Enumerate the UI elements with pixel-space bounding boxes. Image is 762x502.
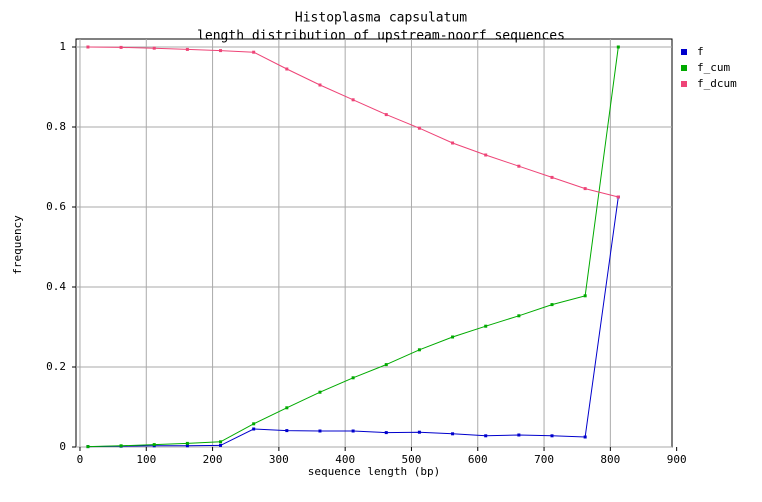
point bbox=[451, 432, 455, 436]
point bbox=[219, 49, 223, 53]
point bbox=[583, 187, 587, 191]
point bbox=[152, 443, 156, 447]
point bbox=[616, 45, 620, 49]
point bbox=[417, 126, 421, 130]
point bbox=[219, 443, 223, 447]
point bbox=[318, 429, 322, 433]
point bbox=[550, 434, 554, 438]
point bbox=[484, 434, 488, 438]
point bbox=[119, 444, 123, 448]
point bbox=[285, 67, 289, 71]
point bbox=[252, 427, 256, 431]
point bbox=[451, 335, 455, 339]
y-tick-label: 0.4 bbox=[46, 280, 66, 293]
point bbox=[152, 46, 156, 50]
y-tick-label: 0.2 bbox=[46, 360, 66, 373]
point bbox=[351, 98, 355, 102]
legend-marker bbox=[681, 49, 687, 55]
legend-label: f_dcum bbox=[697, 77, 737, 90]
point bbox=[252, 422, 256, 426]
point bbox=[583, 435, 587, 439]
x-tick-label: 0 bbox=[77, 453, 84, 466]
point bbox=[417, 348, 421, 352]
point bbox=[185, 47, 189, 51]
point bbox=[550, 303, 554, 307]
point bbox=[384, 113, 388, 117]
point bbox=[517, 314, 521, 318]
point bbox=[86, 45, 90, 49]
point bbox=[351, 429, 355, 433]
x-axis-label: sequence length (bp) bbox=[308, 465, 440, 478]
x-tick-label: 100 bbox=[136, 453, 156, 466]
y-tick-label: 0.8 bbox=[46, 120, 66, 133]
legend-label: f_cum bbox=[697, 61, 730, 74]
point bbox=[285, 406, 289, 410]
point bbox=[417, 430, 421, 434]
point bbox=[185, 441, 189, 445]
point bbox=[318, 83, 322, 87]
legend-label: f bbox=[697, 45, 704, 58]
point bbox=[318, 390, 322, 394]
x-tick-label: 300 bbox=[269, 453, 289, 466]
point bbox=[285, 429, 289, 433]
legend-marker bbox=[681, 65, 687, 71]
x-tick-label: 700 bbox=[534, 453, 554, 466]
point bbox=[384, 431, 388, 435]
point bbox=[517, 164, 521, 168]
point bbox=[252, 50, 256, 54]
y-tick-label: 0.6 bbox=[46, 200, 66, 213]
point bbox=[583, 294, 587, 298]
point bbox=[185, 444, 189, 448]
point bbox=[616, 195, 620, 199]
point bbox=[384, 363, 388, 367]
chart-title: Histoplasma capsulatum bbox=[295, 11, 467, 26]
point bbox=[351, 376, 355, 380]
point bbox=[86, 445, 90, 449]
chart-subtitle: length distribution of upstream-noorf se… bbox=[197, 29, 565, 44]
point bbox=[484, 153, 488, 157]
x-tick-label: 800 bbox=[600, 453, 620, 466]
x-tick-label: 500 bbox=[402, 453, 422, 466]
x-tick-label: 200 bbox=[203, 453, 223, 466]
x-tick-label: 400 bbox=[335, 453, 355, 466]
x-tick-label: 900 bbox=[667, 453, 687, 466]
x-tick-label: 600 bbox=[468, 453, 488, 466]
y-tick-label: 0 bbox=[59, 440, 66, 453]
point bbox=[451, 141, 455, 145]
point bbox=[484, 324, 488, 328]
point bbox=[550, 175, 554, 179]
point bbox=[517, 433, 521, 437]
point bbox=[119, 45, 123, 49]
legend-marker bbox=[681, 81, 687, 87]
y-axis-label: frequency bbox=[11, 215, 24, 275]
point bbox=[219, 440, 223, 444]
y-tick-label: 1 bbox=[59, 40, 66, 53]
